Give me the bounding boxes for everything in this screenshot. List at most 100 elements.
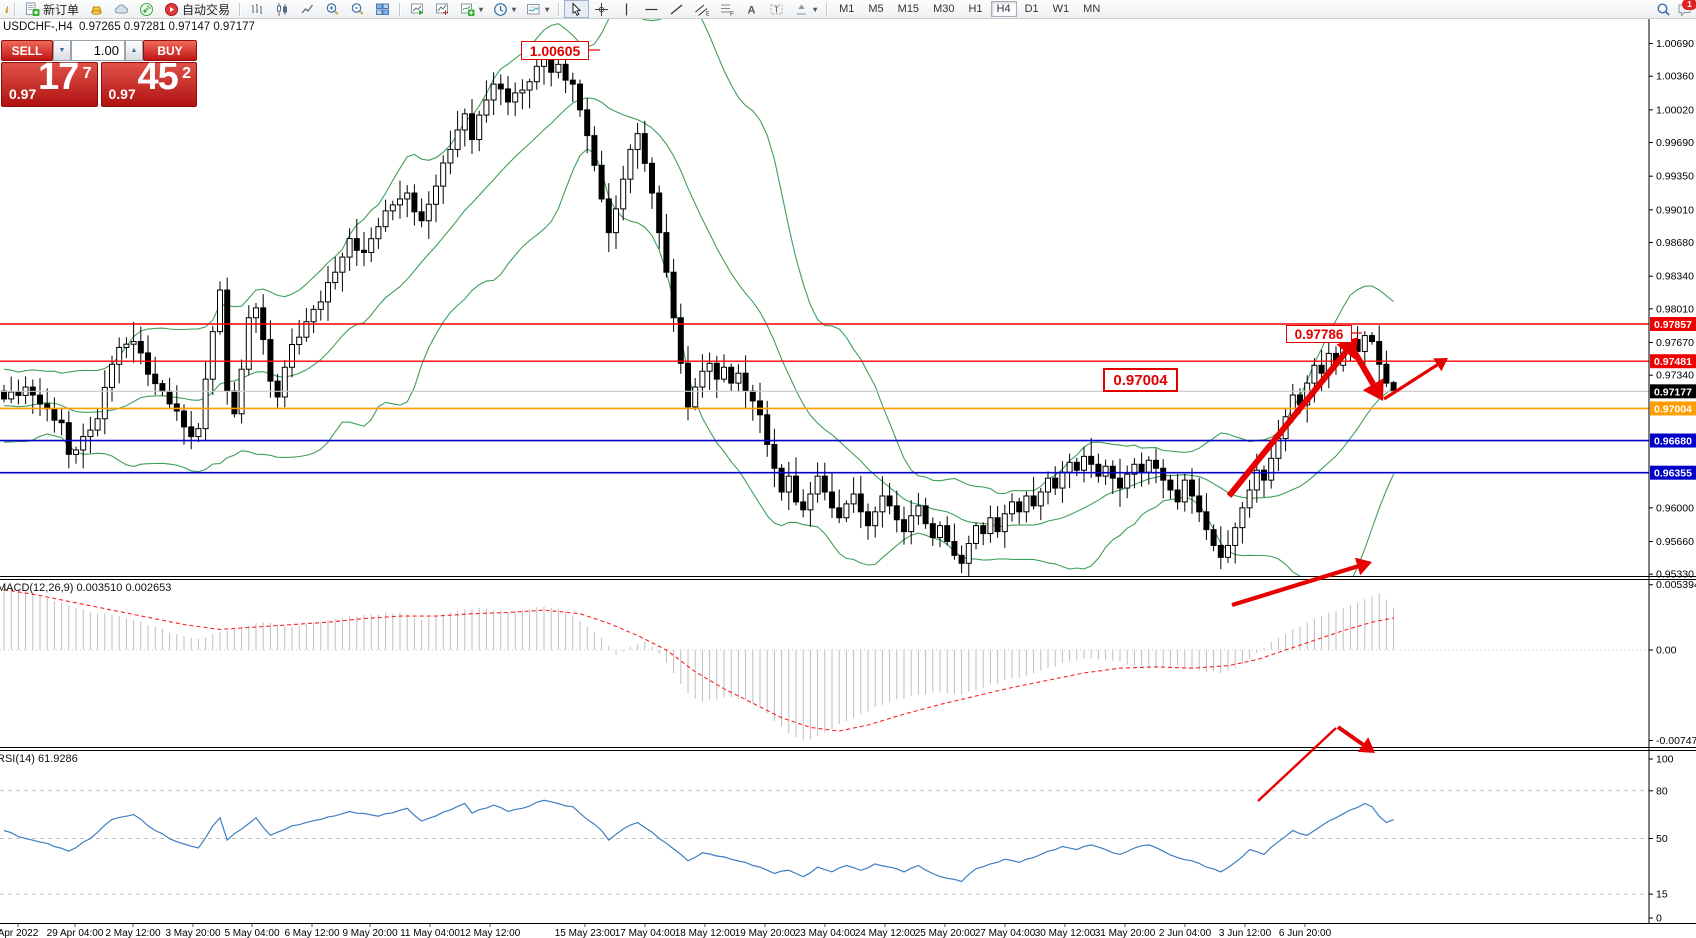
- svg-text:0.005394: 0.005394: [1656, 579, 1696, 591]
- tile-windows-button[interactable]: [370, 0, 395, 18]
- cloud-button[interactable]: [109, 0, 134, 18]
- bar-chart-button[interactable]: [245, 0, 270, 18]
- volume-decrease-button[interactable]: ▼: [53, 40, 71, 61]
- line-studies-group: E F A T: [564, 0, 822, 18]
- zoom-out-button[interactable]: [345, 0, 370, 18]
- chart-profile-button[interactable]: [430, 0, 455, 18]
- signals-button[interactable]: [134, 0, 159, 18]
- equidistant-channel-button[interactable]: E: [689, 0, 714, 18]
- svg-text:3 May 20:00: 3 May 20:00: [165, 928, 220, 938]
- dropdown-caret-icon: ▾: [479, 4, 484, 14]
- time-axis: Apr 2022 29 Apr 04:00 2 May 12:00 3 May 20:…: [0, 924, 1332, 938]
- buy-button[interactable]: BUY: [143, 40, 197, 61]
- one-click-trading-panel: SELL ▼ 1.00 ▲ BUY 0.97 17 7 0.97 45 2: [1, 40, 197, 107]
- rsi-down-arrow[interactable]: [1336, 725, 1375, 753]
- text-icon: A: [748, 4, 756, 16]
- svg-text:0.96680: 0.96680: [1654, 436, 1692, 448]
- gold-icon: [91, 6, 102, 15]
- svg-text:-0.007478: -0.007478: [1656, 735, 1696, 747]
- chat-button[interactable]: 1: [1677, 0, 1696, 17]
- sell-price-panel[interactable]: 0.97 17 7: [1, 56, 98, 107]
- fibonacci-button[interactable]: F: [714, 0, 739, 18]
- sell-price-sup: 7: [82, 65, 92, 82]
- svg-text:15: 15: [1656, 889, 1668, 901]
- clipped-icon: [0, 2, 8, 17]
- price-axis: 1.00690 1.00360 1.00020 0.99690 0.99350 0.990…: [1649, 38, 1694, 581]
- cursor-button[interactable]: [564, 0, 590, 18]
- pane-borders: [0, 18, 1696, 924]
- svg-text:2 May 12:00: 2 May 12:00: [105, 928, 160, 938]
- zoom-in-icon: [326, 2, 339, 15]
- trend-line-icon: [670, 4, 683, 14]
- chart-tools-group: ▾ ▾ ▾: [405, 0, 554, 18]
- svg-text:17 May 04:00: 17 May 04:00: [615, 928, 676, 938]
- periods-button[interactable]: ▾: [488, 0, 521, 18]
- auto-trading-label: 自动交易: [182, 2, 231, 17]
- timeframes-group: M1 M5 M15 M30 H1 H4 D1 W1 MN: [832, 0, 1107, 18]
- dropdown-caret-icon: ▾: [512, 4, 517, 14]
- chart-profile-icon: [436, 3, 449, 15]
- horizontal-line-objects: [0, 323, 1649, 474]
- buy-price-panel[interactable]: 0.97 45 2: [100, 56, 197, 107]
- svg-text:Apr 2022: Apr 2022: [0, 928, 39, 938]
- gold-button[interactable]: [84, 0, 109, 18]
- tf-m1-button[interactable]: M1: [839, 3, 855, 15]
- rsi-trend-line[interactable]: [1257, 727, 1337, 802]
- clock-icon: [494, 2, 507, 16]
- dropdown-caret-icon: ▾: [813, 4, 818, 14]
- tf-h1-button[interactable]: H1: [968, 3, 983, 15]
- svg-text:25 May 20:00: 25 May 20:00: [915, 928, 976, 938]
- templates-button[interactable]: ▾: [521, 0, 554, 18]
- shapes-button[interactable]: ▾: [789, 0, 822, 18]
- tf-m15-button[interactable]: M15: [897, 3, 920, 15]
- forecast-arrow[interactable]: [1383, 358, 1448, 401]
- price-annotation-0.97786[interactable]: 0.97786: [1286, 325, 1352, 343]
- svg-text:0.97340: 0.97340: [1656, 370, 1694, 382]
- volume-increase-button[interactable]: ▲: [125, 40, 143, 61]
- sell-button[interactable]: SELL: [1, 40, 53, 61]
- macd-arrow[interactable]: [1231, 557, 1372, 608]
- svg-text:0.98680: 0.98680: [1656, 237, 1694, 249]
- svg-text:29 Apr 04:00: 29 Apr 04:00: [47, 928, 104, 938]
- svg-text:1.00360: 1.00360: [1656, 71, 1694, 83]
- svg-text:19 May 20:00: 19 May 20:00: [735, 928, 796, 938]
- toolbar-separator: [558, 2, 561, 16]
- buy-price-big: 45: [137, 56, 179, 98]
- svg-text:0.97857: 0.97857: [1654, 319, 1692, 331]
- auto-trading-icon: [165, 2, 179, 16]
- tf-h4-button[interactable]: H4: [990, 1, 1017, 17]
- drawn-arrows: [587, 49, 1448, 802]
- line-chart-button[interactable]: [295, 0, 320, 18]
- svg-text:0.99690: 0.99690: [1656, 137, 1694, 149]
- indicators-button[interactable]: ▾: [455, 0, 488, 18]
- svg-text:0.98340: 0.98340: [1656, 271, 1694, 283]
- tf-mn-button[interactable]: MN: [1083, 3, 1101, 15]
- pullback-arrow[interactable]: [1348, 344, 1384, 401]
- horizontal-line-button[interactable]: [639, 0, 664, 18]
- svg-text:0.98010: 0.98010: [1656, 303, 1694, 315]
- svg-text:3 Jun 12:00: 3 Jun 12:00: [1219, 928, 1272, 938]
- auto-trading-button[interactable]: 自动交易: [159, 0, 235, 18]
- new-order-icon: [26, 2, 40, 16]
- tf-m30-button[interactable]: M30: [933, 3, 955, 15]
- trend-line-button[interactable]: [664, 0, 689, 18]
- text-label-button[interactable]: T: [764, 0, 789, 18]
- rsi-axis: 100 80 50 15 0: [1649, 754, 1674, 925]
- search-icon[interactable]: [1656, 2, 1671, 17]
- crosshair-button[interactable]: [589, 0, 614, 18]
- new-order-button[interactable]: 新订单: [20, 0, 84, 18]
- top-toolbar: 新订单: [0, 0, 1696, 19]
- tf-d1-button[interactable]: D1: [1024, 3, 1039, 15]
- new-chart-button[interactable]: [405, 0, 430, 18]
- volume-input[interactable]: 1.00: [71, 40, 125, 61]
- tf-m5-button[interactable]: M5: [868, 3, 884, 15]
- price-annotation-0.97004[interactable]: 0.97004: [1103, 368, 1178, 392]
- zoom-in-button[interactable]: [320, 0, 345, 18]
- cloud-icon: [114, 3, 129, 13]
- tf-w1-button[interactable]: W1: [1052, 3, 1070, 15]
- vertical-line-button[interactable]: [614, 0, 639, 18]
- price-annotation-1.00605[interactable]: 1.00605: [521, 41, 589, 60]
- text-button[interactable]: A: [739, 0, 764, 18]
- candle-chart-button[interactable]: [270, 0, 295, 18]
